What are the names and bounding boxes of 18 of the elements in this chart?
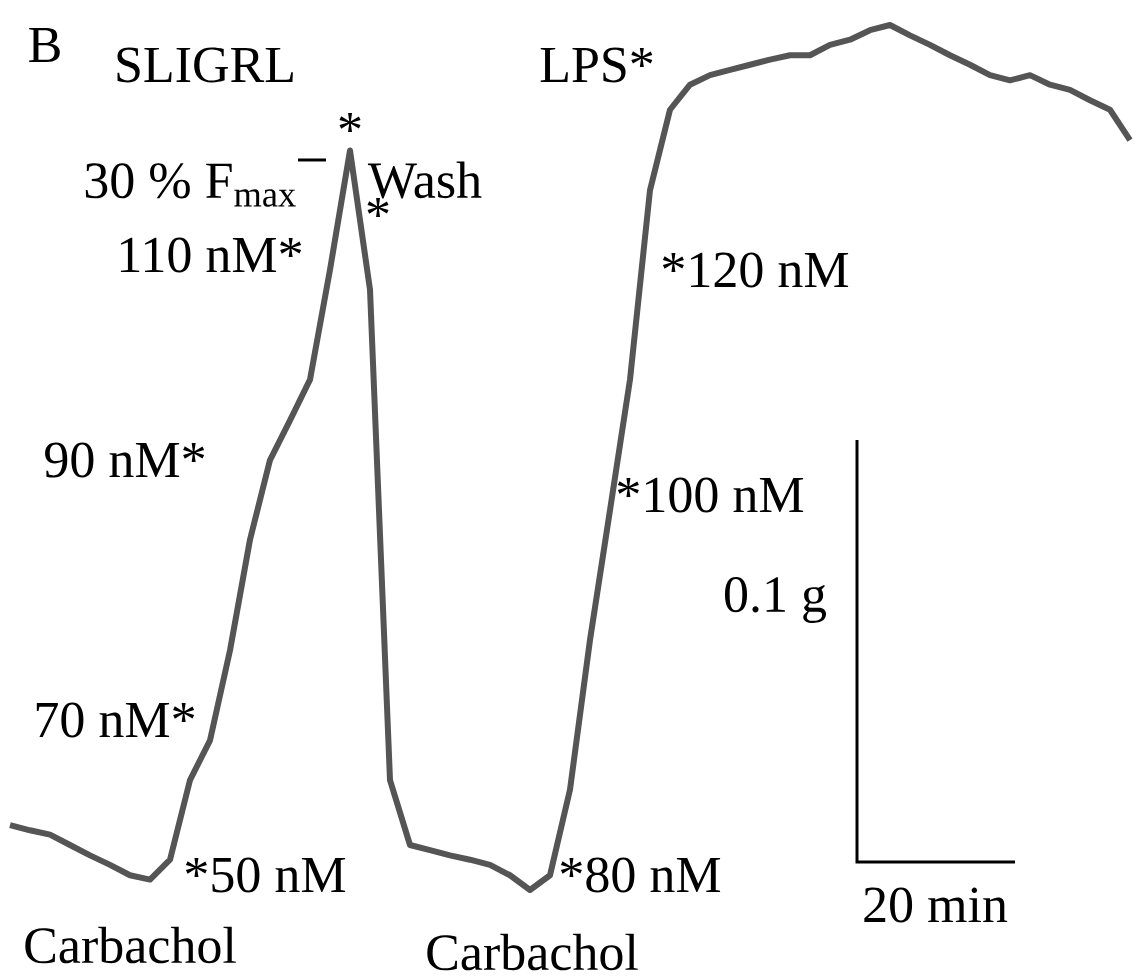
annotation: * bbox=[367, 197, 389, 218]
annotation: 20 min bbox=[864, 887, 1008, 923]
annotation: *100 nM bbox=[617, 477, 804, 513]
annotation: 0.1 g bbox=[724, 577, 827, 623]
annotation: *120 nM bbox=[662, 252, 849, 288]
annotation: *50 nM bbox=[185, 857, 346, 893]
annotation: 110 nM* bbox=[120, 237, 302, 273]
chart-title: B bbox=[29, 27, 60, 63]
annotation: * bbox=[339, 112, 361, 133]
annotation: *80 nM bbox=[560, 857, 721, 893]
annotation: 90 nM* bbox=[45, 442, 205, 478]
annotation: Wash bbox=[367, 161, 482, 199]
text: Carbachol bbox=[25, 926, 236, 964]
annotation: 70 nM* bbox=[36, 702, 195, 738]
annotation: 30 % F$_{max}$ bbox=[85, 163, 296, 207]
annotation: SLIGRL bbox=[117, 47, 293, 83]
annotation: LPS* bbox=[540, 47, 653, 83]
text: Carbachol bbox=[427, 933, 638, 971]
